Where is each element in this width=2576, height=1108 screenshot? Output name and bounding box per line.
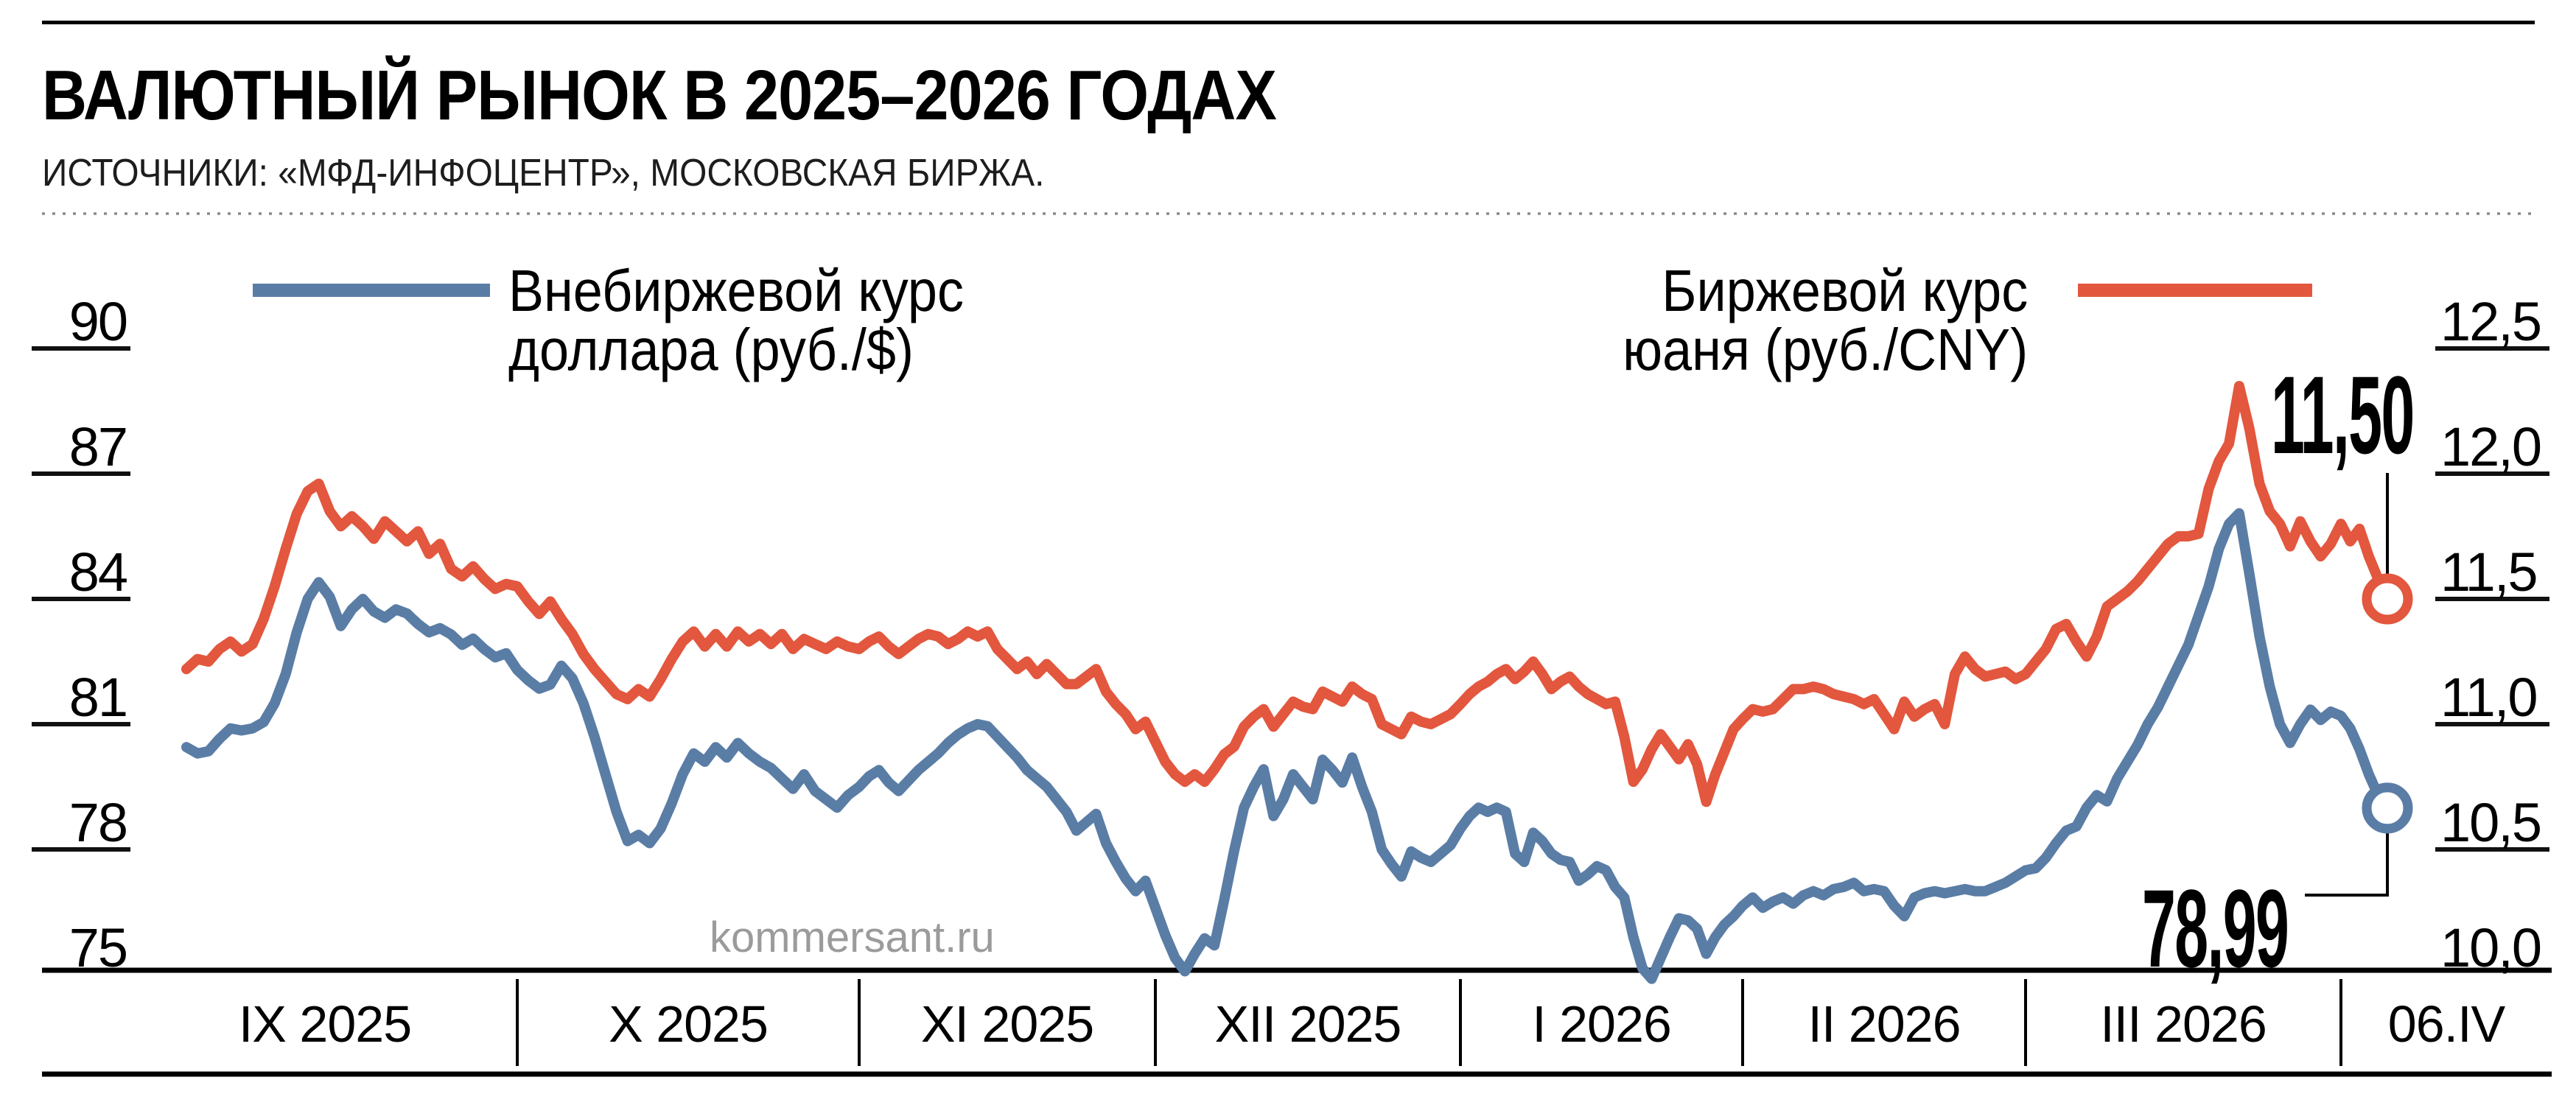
usd-end-marker [2362, 782, 2413, 834]
left-axis-tick-label: 75 [69, 917, 128, 978]
right-axis-tick-label: 12,5 [2440, 291, 2542, 352]
header-top-rule [42, 21, 2535, 24]
cny-end-value-annotation: 11,50 [2271, 353, 2415, 477]
legend-yuan-swatch [2078, 284, 2312, 297]
source-line: ИСТОЧНИКИ: «МФД-ИНФОЦЕНТР», МОСКОВСКАЯ Б… [42, 152, 1045, 194]
usd-end-value-annotation: 78,99 [2142, 866, 2289, 990]
right-axis-tick-label: 11,5 [2440, 541, 2538, 603]
right-axis-tick-label: 10,0 [2440, 917, 2542, 978]
month-label-6: II 2026 [1807, 995, 1961, 1053]
legend-dollar-swatch [253, 284, 490, 297]
month-label-7: III 2026 [2100, 995, 2267, 1053]
left-axis-tick-label: 84 [69, 541, 128, 603]
legend-dollar-label-line2: доллара (руб./$) [508, 317, 914, 382]
page-title: ВАЛЮТНЫЙ РЫНОК В 2025–2026 ГОДАХ [42, 56, 1277, 135]
right-axis-tick-label: 12,0 [2440, 416, 2542, 477]
month-label-3: XI 2025 [920, 995, 1094, 1053]
usd-annotation-leader [2305, 830, 2389, 897]
month-label-1: IX 2025 [238, 995, 412, 1053]
left-axis-tick-label: 90 [69, 291, 128, 352]
month-label-4: XII 2025 [1214, 995, 1402, 1053]
watermark: kommersant.ru [710, 914, 995, 961]
left-axis-tick-label: 81 [69, 667, 128, 728]
legend-yuan-label-line1: Биржевой курс [1662, 258, 2028, 323]
right-axis-tick-label: 11,0 [2440, 667, 2538, 728]
right-axis-tick-label: 10,5 [2440, 792, 2542, 853]
month-label-5: I 2026 [1532, 995, 1672, 1053]
left-axis-tick-label: 87 [69, 416, 128, 477]
legend-dollar-label-line1: Внебиржевой курс [508, 258, 964, 323]
cny-end-marker [2362, 573, 2413, 625]
month-label-8: 06.IV [2387, 995, 2505, 1053]
month-label-2: X 2025 [609, 995, 769, 1053]
left-axis-tick-label: 78 [69, 792, 128, 853]
usd-line [181, 508, 2393, 984]
cny-line [181, 381, 2393, 807]
legend-yuan-label-line2: юаня (руб./CNY) [1622, 317, 2028, 382]
